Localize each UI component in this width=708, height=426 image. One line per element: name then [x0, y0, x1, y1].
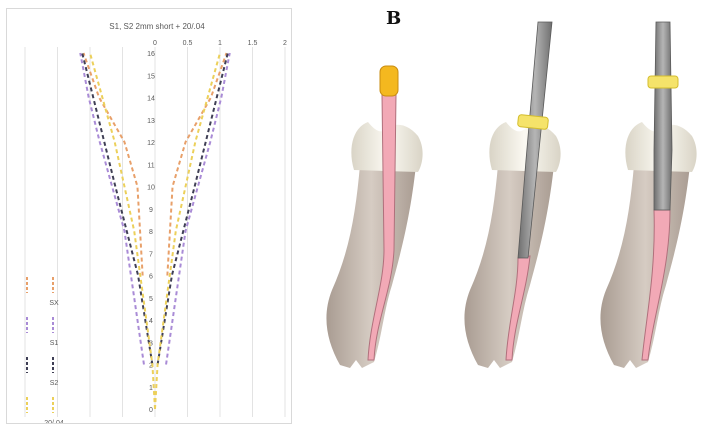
x-tick-label: 0.5 — [183, 40, 193, 47]
plugger-rod — [517, 21, 553, 259]
y-tick-label: 8 — [149, 229, 153, 236]
x-tick-label: 1.5 — [248, 40, 258, 47]
plugger-rod — [653, 21, 673, 211]
rubber-stopper — [517, 114, 549, 130]
tooth-2 — [464, 21, 561, 368]
series-line-left — [81, 52, 154, 365]
x-tick-label: 1 — [218, 40, 222, 47]
series-line-left — [82, 52, 144, 276]
panel-label-b: B — [386, 8, 402, 29]
y-tick-label: 10 — [147, 185, 155, 192]
y-tick-label: 0 — [149, 407, 153, 414]
legend-label: SX — [49, 300, 59, 307]
tooth-1 — [326, 65, 423, 368]
y-tick-label: 7 — [149, 251, 153, 258]
y-tick-label: 11 — [147, 162, 154, 169]
series-lines — [79, 52, 231, 410]
x-tick-label: 2 — [283, 40, 287, 47]
gutta-percha-cap — [379, 65, 399, 97]
y-tick-label: 2 — [149, 363, 153, 370]
series-line-left — [89, 52, 156, 410]
top-axis-ticks: 0 0.5 1 1.5 2 — [153, 40, 287, 47]
legend-label: S2 — [50, 380, 59, 387]
y-tick-label: 1 — [149, 385, 153, 392]
series-line-right — [156, 52, 229, 365]
y-tick-label: 16 — [147, 51, 155, 58]
grid-lines — [24, 47, 286, 417]
y-tick-label: 15 — [147, 73, 155, 80]
rubber-stopper — [647, 75, 679, 89]
x-tick-label: 0 — [153, 40, 157, 47]
obturation-illustration — [326, 21, 697, 368]
y-tick-label: 3 — [149, 340, 153, 347]
y-tick-label: 5 — [149, 296, 153, 303]
series-line-right — [166, 52, 228, 276]
y-tick-label: 4 — [149, 318, 153, 325]
y-tick-label: 6 — [149, 274, 153, 281]
tooth-3 — [600, 21, 697, 368]
tooth-1-canal — [367, 94, 397, 361]
chart-title: S1, S2 2mm short + 20/.04 — [109, 22, 205, 31]
tooth-3-canal — [641, 209, 671, 361]
chart-canvas: S1, S2 2mm short + 20/.04 0 0.5 1 1.5 2 0123… — [24, 22, 287, 423]
y-tick-label: 9 — [149, 207, 153, 214]
tooth-2-crown — [489, 122, 561, 172]
series-line-right — [165, 52, 231, 365]
legend-label: S1 — [50, 340, 59, 347]
tooth-2-canal — [505, 255, 531, 361]
legend-label: 20/.04 — [44, 420, 64, 423]
y-tick-label: 12 — [147, 140, 155, 147]
legend: SX S1 S2 20/.04 — [26, 277, 64, 423]
y-tick-label: 14 — [147, 96, 155, 103]
series-line-right — [154, 52, 221, 410]
y-tick-label: 13 — [147, 118, 155, 125]
series-line-left — [79, 52, 145, 365]
